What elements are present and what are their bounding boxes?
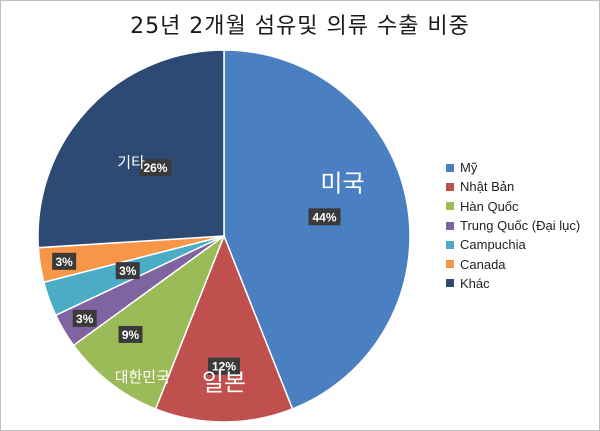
legend-label: Campuchia <box>460 237 526 253</box>
legend-label: Hàn Quốc <box>460 198 519 214</box>
svg-text:3%: 3% <box>56 255 74 269</box>
legend-swatch <box>446 202 454 211</box>
legend-item: Canada <box>446 254 580 273</box>
slice-percent-label: 12% <box>208 357 240 375</box>
legend-label: Canada <box>460 256 506 272</box>
legend-label: Nhật Bản <box>460 179 515 195</box>
legend-swatch <box>446 163 454 172</box>
legend-label: Mỹ <box>460 160 478 176</box>
chart-title: 25년 2개월 섬유및 의류 수출 비중 <box>130 14 470 39</box>
legend-label: Trung Quốc (Đại lục) <box>460 218 581 234</box>
legend-swatch <box>446 279 454 288</box>
legend-item: Khác <box>446 274 580 293</box>
slice-percent-label: 26% <box>139 159 172 177</box>
legend-swatch <box>446 240 454 249</box>
slice-percent-label: 3% <box>115 262 140 280</box>
legend-item: Trung Quốc (Đại lục) <box>446 216 580 235</box>
legend-item: Nhật Bản <box>446 177 580 196</box>
legend-item: Hàn Quốc <box>446 197 580 216</box>
pie-slice <box>72 233 226 410</box>
svg-text:9%: 9% <box>122 328 140 342</box>
slice-percent-label: 3% <box>72 309 97 327</box>
pie-slice <box>37 49 225 249</box>
slice-percent-label: 9% <box>118 325 143 343</box>
pie-slice <box>154 233 294 423</box>
svg-text:3%: 3% <box>119 264 137 278</box>
svg-text:3%: 3% <box>76 312 94 326</box>
pie-slice <box>223 49 411 410</box>
legend-item: Mỹ <box>446 158 580 177</box>
legend-item: Campuchia <box>446 235 580 254</box>
chart-legend: Mỹ Nhật Bản Hàn Quốc Trung Quốc (Đại lục) Ca… <box>446 158 580 293</box>
slice-percent-label: 44% <box>308 208 341 226</box>
legend-swatch <box>446 221 454 230</box>
slice-callout-label: 기타 <box>117 154 145 172</box>
svg-text:44%: 44% <box>312 210 336 224</box>
slice-callout-label: 대한민국 <box>115 368 170 386</box>
slice-callout-label: 미국 <box>320 170 364 198</box>
svg-text:12%: 12% <box>212 360 236 374</box>
legend-swatch <box>446 260 454 269</box>
slice-percent-label: 3% <box>52 252 77 270</box>
legend-label: Khác <box>460 275 490 291</box>
svg-text:26%: 26% <box>143 161 167 175</box>
slice-callout-label: 일본 <box>202 368 246 396</box>
legend-swatch <box>446 182 454 191</box>
